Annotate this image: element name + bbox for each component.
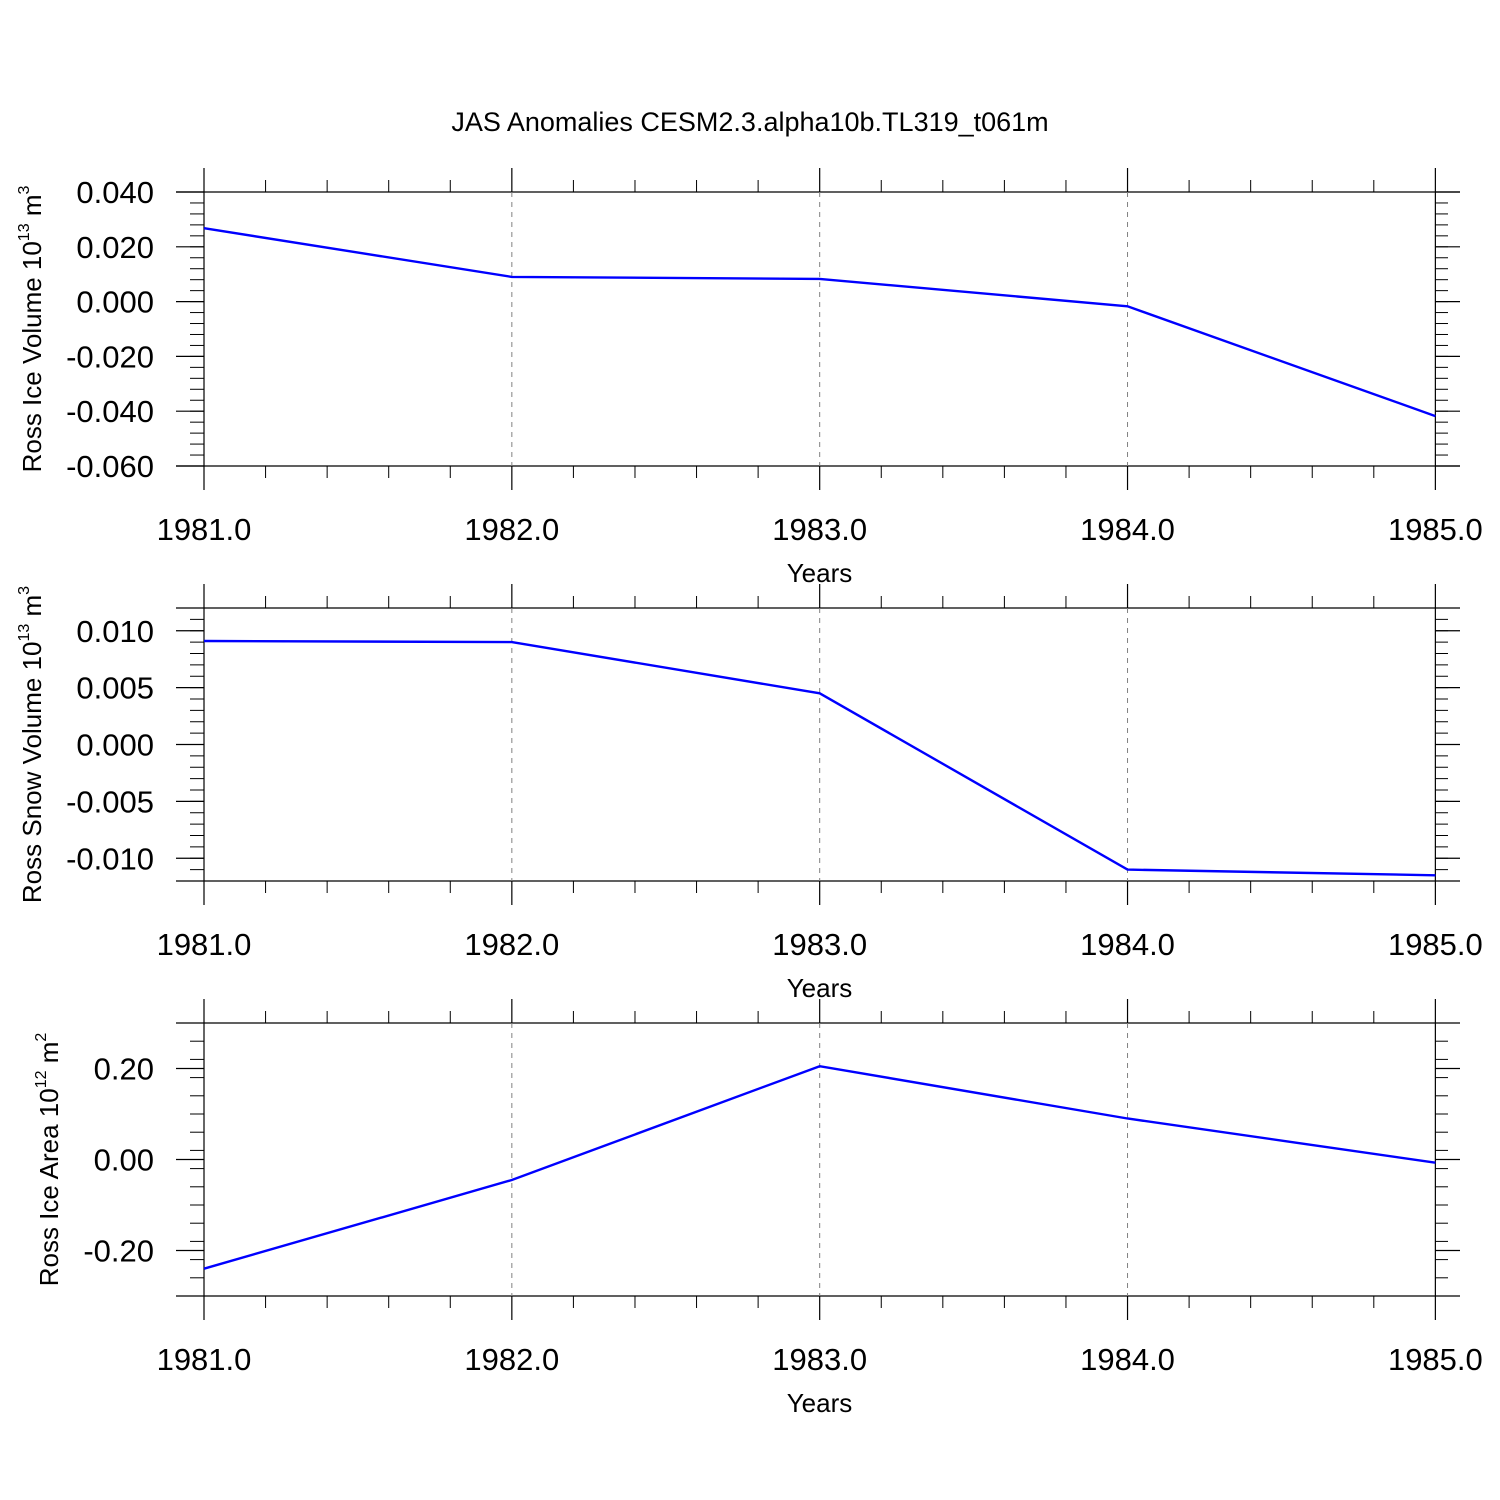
y-tick-label: 0.000 [76, 285, 154, 320]
y-tick-label: 0.005 [76, 671, 154, 706]
x-tick-label: 1982.0 [464, 927, 559, 962]
y-tick-label: 0.040 [76, 175, 154, 210]
x-tick-label: 1984.0 [1080, 512, 1175, 547]
y-tick-label: 0.20 [94, 1052, 154, 1087]
panel-2: 1981.0 1982.0 1983.0 1984.0 1985.0 -0.010 -0.0… [16, 584, 1483, 1003]
y-axis-title: Ross Ice Area 1012 m2 [33, 1033, 64, 1287]
x-tick-label: 1983.0 [772, 927, 867, 962]
x-tick-label: 1982.0 [464, 1342, 559, 1377]
y-tick-label: 0.010 [76, 614, 154, 649]
y-tick-label: -0.040 [66, 394, 154, 429]
x-tick-label: 1982.0 [464, 512, 559, 547]
panel-3: 1981.0 1982.0 1983.0 1984.0 1985.0 -0.20 0.00 0… [33, 999, 1483, 1418]
x-tick-label: 1984.0 [1080, 1342, 1175, 1377]
x-tick-label: 1983.0 [772, 512, 867, 547]
y-tick-label: 0.00 [94, 1143, 154, 1178]
y-tick-label: -0.005 [66, 784, 154, 819]
y-axis-title: Ross Snow Volume 1013 m3 [16, 586, 47, 903]
x-tick-label: 1985.0 [1388, 512, 1483, 547]
y-axis-title: Ross Ice Volume 1013 m3 [16, 185, 47, 472]
x-tick-label: 1981.0 [157, 512, 252, 547]
panel-1: 1981.0 1982.0 1983.0 1984.0 1985.0 -0.060 -0.0… [16, 168, 1483, 588]
x-tick-label: 1981.0 [157, 1342, 252, 1377]
y-tick-label: 0.020 [76, 230, 154, 265]
panels: 1981.0 1982.0 1983.0 1984.0 1985.0 -0.060 -0.0… [16, 168, 1483, 1418]
x-tick-label: 1984.0 [1080, 927, 1175, 962]
x-tick-label: 1985.0 [1388, 927, 1483, 962]
x-tick-label: 1985.0 [1388, 1342, 1483, 1377]
x-tick-label: 1983.0 [772, 1342, 867, 1377]
y-tick-label: -0.20 [83, 1234, 154, 1269]
x-tick-label: 1981.0 [157, 927, 252, 962]
x-axis-title: Years [787, 973, 853, 1003]
y-tick-label: -0.020 [66, 339, 154, 374]
x-axis-title: Years [787, 558, 853, 588]
y-tick-label: -0.010 [66, 841, 154, 876]
x-axis-title: Years [787, 1388, 853, 1418]
chart-title: JAS Anomalies CESM2.3.alpha10b.TL319_t06… [451, 107, 1048, 137]
y-tick-label: -0.060 [66, 449, 154, 484]
y-tick-label: 0.000 [76, 728, 154, 763]
